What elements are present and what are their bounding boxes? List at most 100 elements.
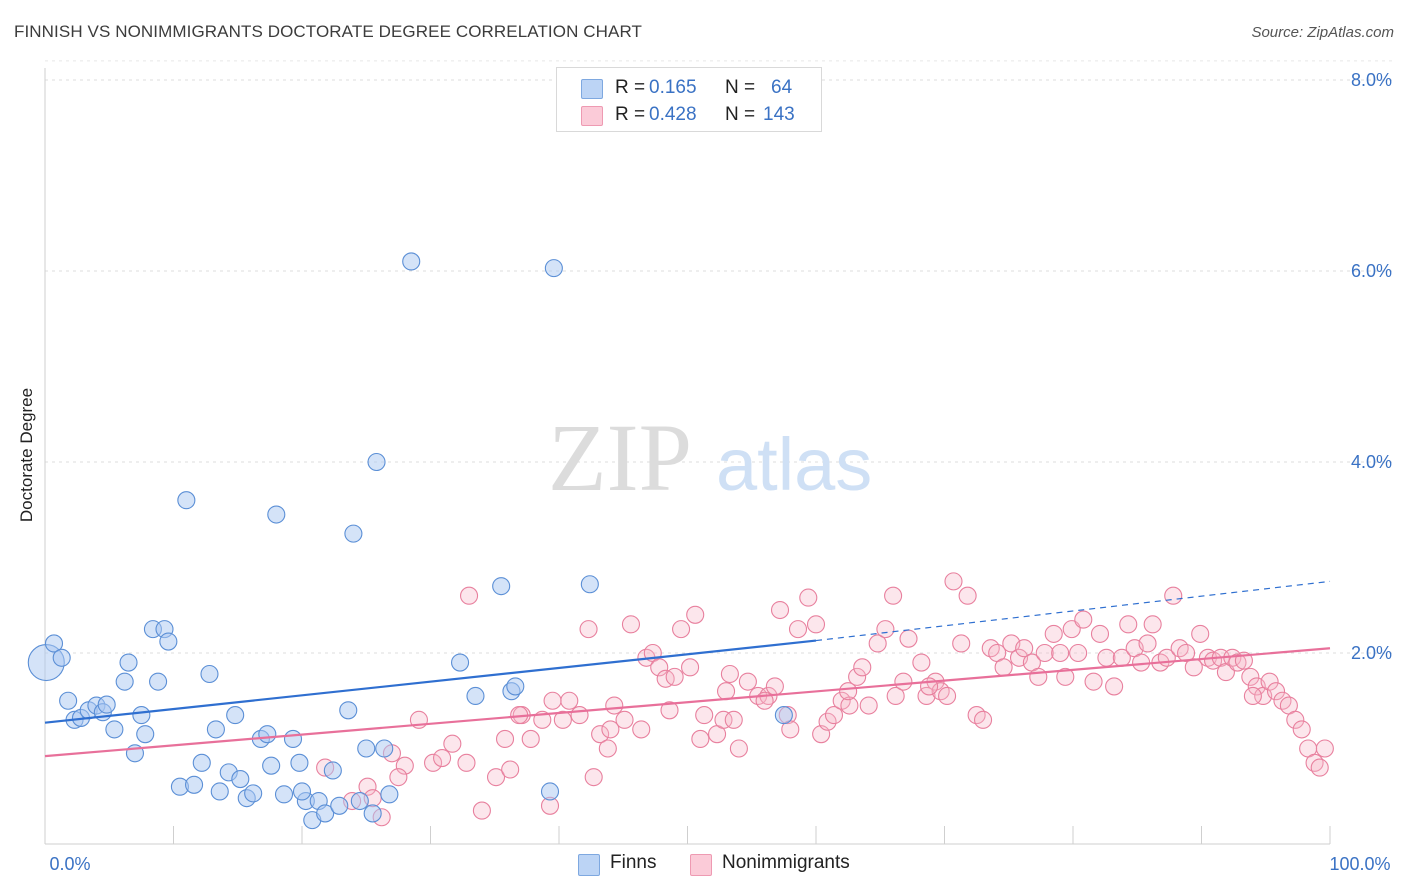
nonimmigrants-point	[560, 691, 579, 710]
finns-point	[580, 575, 599, 594]
nonimmigrants-point	[457, 753, 476, 772]
nonimmigrants-point	[1286, 710, 1305, 729]
finns-point	[330, 796, 349, 815]
y-tick-labels: 2.0% 4.0% 6.0% 8.0%	[1351, 70, 1392, 663]
nonimmigrants-point	[884, 586, 903, 605]
nonimmigrants-point	[472, 801, 491, 820]
nonimmigrants-point	[1056, 667, 1075, 686]
nonimmigrants-point	[691, 729, 710, 749]
nonimmigrants-point	[839, 682, 858, 701]
nonimmigrants-point	[724, 710, 743, 729]
finns-points	[27, 252, 793, 830]
finns-point	[292, 782, 312, 801]
nonimmigrants-point	[868, 634, 887, 653]
finns-point	[132, 706, 151, 725]
finns-point	[274, 785, 294, 804]
finns-point	[357, 739, 376, 758]
nonimmigrants-point	[806, 615, 826, 634]
nonimmigrants-point	[553, 710, 572, 729]
x-tick-labels: 0.0% 100.0%	[49, 854, 1390, 874]
nonimmigrants-legend-swatch	[690, 854, 712, 876]
finns-point	[375, 739, 394, 758]
nonimmigrants-point	[1105, 677, 1124, 696]
finns-point	[210, 782, 229, 801]
nonimmigrants-point	[1266, 682, 1286, 701]
nonimmigrants-point	[912, 653, 931, 672]
nonimmigrants-point	[501, 760, 520, 779]
nonimmigrants-point	[1241, 667, 1260, 686]
finns-point	[323, 761, 342, 780]
y-tick-label: 4.0%	[1351, 452, 1392, 472]
finns-point	[231, 770, 250, 789]
nonimmigrants-point	[1260, 672, 1279, 691]
nonimmigrants-point	[389, 768, 408, 787]
finns-point	[367, 452, 386, 472]
nonimmigrants-point	[1044, 624, 1063, 643]
chart-title: FINNISH VS NONIMMIGRANTS DOCTORATE DEGRE…	[14, 22, 643, 41]
finns-point	[774, 706, 793, 725]
nonimmigrants-point	[729, 739, 748, 758]
nonimmigrants-point	[1119, 615, 1138, 634]
nonimmigrants-point	[672, 620, 691, 639]
finns-point	[544, 259, 563, 278]
nonimmigrants-point	[720, 664, 739, 684]
nonimmigrants-point	[788, 620, 808, 639]
finns-point	[283, 729, 303, 749]
finns-point	[200, 664, 219, 684]
nonimmigrants-point	[714, 710, 733, 729]
nonimmigrants-point	[1090, 624, 1110, 643]
finns-point	[290, 753, 309, 772]
nonimmigrants-point	[656, 669, 675, 688]
nonimmigrants-point	[770, 600, 790, 620]
nonimmigrants-point	[853, 658, 872, 677]
finns-point	[159, 632, 178, 651]
nonimmigrants-point	[632, 720, 651, 739]
finns-trend-extension	[815, 580, 1331, 642]
nonimmigrants-point	[615, 710, 634, 729]
legend-n-value: 64	[771, 77, 793, 98]
nonimmigrants-point	[1035, 643, 1054, 663]
nonimmigrants-point	[1164, 586, 1183, 605]
nonimmigrants-point	[570, 706, 589, 725]
nonimmigrants-point	[650, 658, 669, 677]
watermark-atlas: atlas	[716, 423, 872, 506]
nonimmigrants-trend-line	[44, 647, 1331, 758]
nonimmigrants-point	[973, 710, 993, 729]
nonimmigrants-point	[1310, 758, 1329, 777]
finns-legend-swatch	[578, 854, 600, 876]
finns-point	[402, 252, 421, 271]
nonimmigrants-point	[738, 672, 757, 691]
y-tick-label: 6.0%	[1351, 261, 1392, 281]
nonimmigrants-point	[681, 658, 700, 677]
nonimmigrants-point	[716, 682, 736, 701]
nonimmigrants-point	[495, 729, 515, 749]
nonimmigrants-point	[1177, 643, 1196, 663]
nonimmigrants-point	[358, 777, 377, 796]
nonimmigrants-point	[584, 768, 603, 787]
nonimmigrants-point	[665, 667, 684, 686]
finns-point	[149, 672, 168, 691]
nonimmigrants-point	[395, 756, 414, 775]
finns-point	[192, 753, 211, 772]
nonimmigrants-point	[486, 768, 506, 787]
legend-n-label: N =	[725, 104, 756, 125]
trend-lines	[44, 580, 1331, 758]
finns-point	[380, 785, 399, 804]
nonimmigrants-point	[695, 706, 714, 725]
finns-point	[206, 720, 225, 739]
nonimmigrants-point	[1243, 686, 1262, 706]
nonimmigrants-point	[840, 696, 859, 715]
gridlines	[45, 60, 1392, 654]
nonimmigrants-point	[848, 667, 867, 686]
nonimmigrants-point	[944, 572, 963, 591]
legend-n-label: N =	[725, 77, 756, 98]
nonimmigrants-point	[886, 686, 905, 706]
finns-point	[466, 686, 485, 706]
finns-point	[506, 677, 525, 696]
nonimmigrants-legend-label: Nonimmigrants	[722, 852, 850, 873]
nonimmigrants-point	[824, 706, 844, 725]
nonimmigrants-point	[424, 753, 443, 772]
nonimmigrants-point	[443, 734, 462, 753]
finns-point	[451, 653, 470, 672]
nonimmigrants-point	[605, 696, 624, 715]
